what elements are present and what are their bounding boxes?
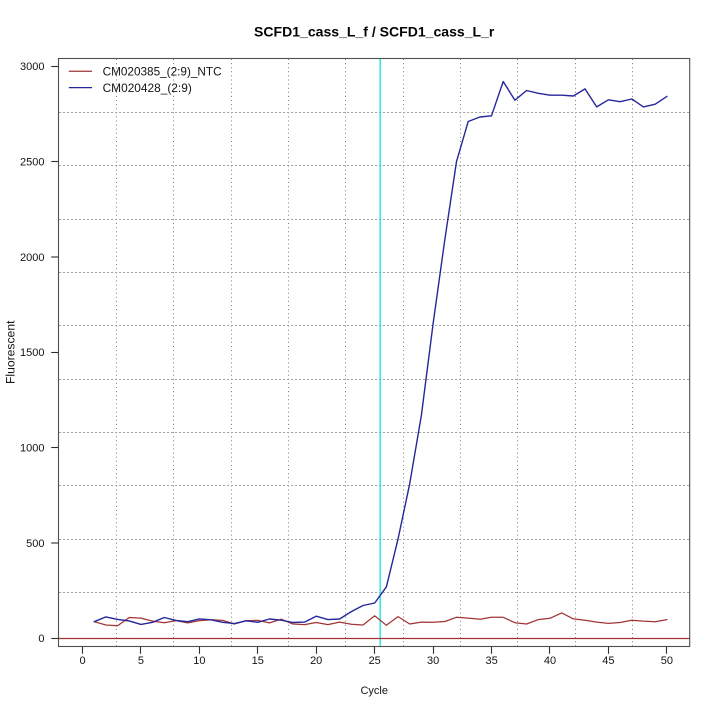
svg-text:15: 15	[252, 655, 264, 667]
svg-text:40: 40	[544, 655, 556, 667]
svg-text:50: 50	[661, 655, 673, 667]
svg-text:1500: 1500	[20, 347, 44, 359]
svg-text:5: 5	[138, 655, 144, 667]
svg-text:2000: 2000	[20, 252, 44, 264]
svg-text:0: 0	[79, 655, 85, 667]
svg-text:35: 35	[485, 655, 497, 667]
svg-text:0: 0	[38, 633, 44, 645]
svg-text:SCFD1_cass_L_f / SCFD1_cass_L_: SCFD1_cass_L_f / SCFD1_cass_L_r	[254, 23, 495, 39]
svg-text:500: 500	[26, 538, 44, 550]
svg-text:1000: 1000	[20, 443, 44, 455]
svg-text:CM020428_(2:9): CM020428_(2:9)	[103, 81, 192, 95]
svg-text:Fluorescent: Fluorescent	[6, 320, 18, 384]
svg-text:10: 10	[193, 655, 205, 667]
svg-text:20: 20	[310, 655, 322, 667]
svg-text:Cycle: Cycle	[360, 685, 388, 697]
svg-text:2500: 2500	[20, 157, 44, 169]
svg-text:45: 45	[602, 655, 614, 667]
svg-text:CM020385_(2:9)_NTC: CM020385_(2:9)_NTC	[103, 65, 222, 79]
svg-text:3000: 3000	[20, 61, 44, 73]
svg-text:25: 25	[369, 655, 381, 667]
svg-text:30: 30	[427, 655, 439, 667]
